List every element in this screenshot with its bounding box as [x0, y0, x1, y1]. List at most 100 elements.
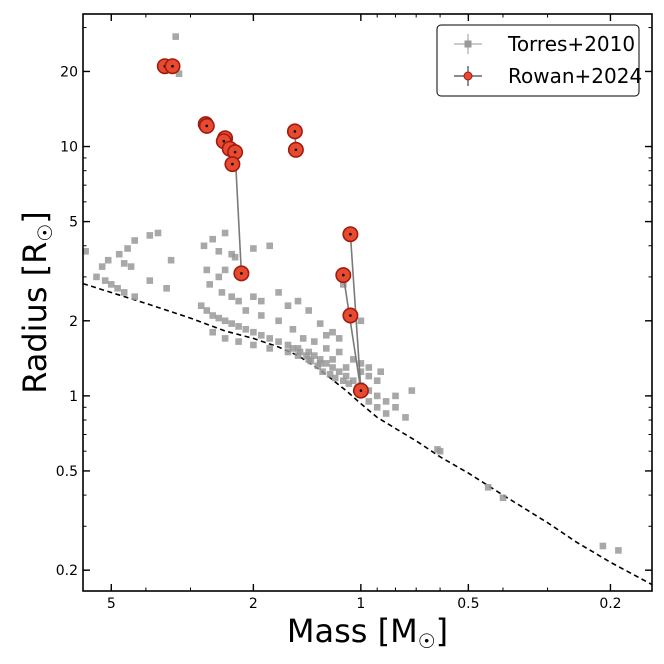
torres-point-48: [228, 320, 235, 327]
torres-point-101: [340, 281, 347, 288]
rowan-connection-0: [234, 152, 243, 274]
torres-point-25: [215, 248, 223, 255]
x-tick-label: 0.2: [599, 596, 621, 612]
torres-point-67: [373, 392, 381, 400]
torres-point-83: [373, 377, 381, 384]
torres-point-62: [335, 368, 343, 375]
legend-label-1: Rowan+2024: [508, 64, 642, 88]
torres-point-116: [303, 352, 310, 359]
torres-point-50: [242, 326, 250, 333]
torres-point-98: [258, 312, 265, 319]
rowan-connection-1: [342, 274, 362, 391]
torres-point-84: [323, 345, 330, 352]
torres-point-26: [228, 250, 235, 258]
torres-point-119: [319, 368, 326, 375]
rowan-point-center-9: [240, 272, 243, 275]
torres-point-21: [131, 293, 138, 300]
torres-point-46: [215, 314, 223, 322]
torres-point-81: [357, 368, 365, 375]
torres-point-13: [98, 263, 106, 270]
torres-point-3: [154, 229, 162, 237]
torres-point-74: [266, 345, 273, 352]
torres-point-59: [316, 356, 324, 363]
torres-point-90: [299, 335, 307, 342]
y-tick-label: 10: [60, 140, 78, 156]
torres-point-100: [357, 317, 365, 325]
x-tick-label: 1: [356, 596, 365, 612]
torres-point-76: [294, 352, 302, 359]
x-tick-label: 5: [107, 596, 116, 612]
torres-point-4: [146, 232, 154, 239]
y-tick-label: 0.2: [56, 563, 78, 579]
torres-point-68: [382, 398, 390, 405]
torres-point-102: [392, 392, 399, 400]
y-axis-label: Radius [R☉]: [16, 211, 57, 394]
torres-point-54: [275, 338, 282, 345]
torres-point-91: [311, 338, 318, 345]
torres-point-11: [120, 260, 128, 267]
torres-point-122: [340, 377, 347, 384]
torres-point-0: [172, 33, 179, 40]
torres-point-22: [200, 242, 208, 250]
torres-point-38: [258, 297, 265, 305]
torres-point-40: [284, 302, 292, 309]
rowan-point-center-13: [349, 232, 352, 236]
torres-point-55: [284, 341, 292, 349]
y-tick-label: 5: [69, 215, 78, 231]
torres-point-111: [499, 494, 507, 502]
rowan-point-center-1: [171, 64, 174, 68]
torres-point-92: [323, 332, 330, 339]
y-axis-label-end: ]: [16, 211, 54, 223]
torres-point-52: [258, 332, 265, 339]
torres-point-70: [209, 328, 216, 336]
torres-point-14: [93, 273, 100, 281]
torres-point-18: [120, 289, 128, 296]
reference-curve: [82, 282, 653, 586]
y-tick-label: 1: [69, 389, 78, 405]
torres-point-7: [82, 248, 89, 255]
torres-point-103: [402, 414, 409, 421]
torres-point-24: [221, 229, 229, 237]
torres-point-35: [228, 293, 235, 300]
torres-point-73: [250, 341, 257, 349]
torres-point-56: [294, 345, 302, 352]
legend: Torres+2010 Rowan+2024: [436, 24, 642, 97]
torres-point-99: [242, 307, 250, 314]
torres-point-80: [342, 364, 350, 371]
torres-point-47: [221, 317, 229, 325]
torres-point-82: [365, 372, 373, 380]
torres-point-36: [235, 297, 242, 305]
y-tick-label: 0.5: [56, 464, 78, 480]
y-axis-label-main: Radius [R: [16, 242, 54, 394]
torres-point-86: [350, 356, 357, 363]
torres-point-37: [250, 293, 257, 300]
torres-point-93: [335, 335, 343, 342]
rowan-point-center-14: [349, 314, 352, 317]
rowan-point-center-15: [359, 389, 363, 392]
torres-point-28: [250, 245, 257, 252]
y-axis-label-sub: ☉: [33, 224, 57, 242]
torres-point-105: [373, 404, 381, 411]
torres-point-69: [392, 404, 399, 411]
torres-point-32: [215, 273, 223, 281]
torres-point-27: [231, 253, 239, 261]
legend-label-0: Torres+2010: [507, 32, 635, 56]
plot-frame: [82, 13, 653, 592]
torres-point-31: [221, 266, 229, 274]
rowan-point-center-8: [231, 162, 234, 166]
ticks-layer: 5 2 1 0.5 0.2 0.2 0.5 1 2 5 10 20: [56, 14, 652, 612]
torres-point-49: [235, 323, 242, 330]
torres-point-12: [127, 263, 135, 270]
x-axis-label-main: Mass [M: [287, 612, 418, 650]
torres-point-104: [408, 387, 416, 394]
torres-point-9: [104, 256, 112, 264]
torres-point-16: [108, 281, 115, 288]
legend-marker-1: [463, 71, 473, 81]
torres-point-94: [289, 326, 297, 333]
x-tick-label: 0.5: [457, 596, 479, 612]
torres-point-79: [329, 356, 336, 363]
torres-point-10: [167, 256, 175, 264]
legend-box: [436, 24, 640, 97]
torres-point-60: [323, 360, 330, 367]
